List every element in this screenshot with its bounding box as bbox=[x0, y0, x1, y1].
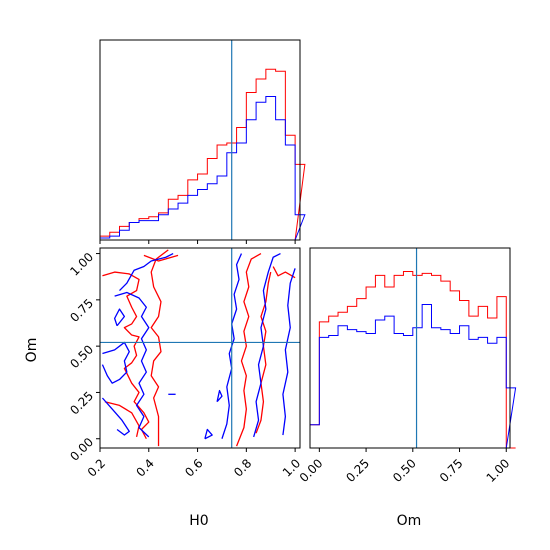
om-frame bbox=[309, 247, 511, 449]
om-y-axis-label: Om bbox=[24, 338, 40, 363]
contour-blue bbox=[253, 252, 281, 438]
joint-ytick-label: 0.25 bbox=[67, 389, 96, 418]
om-xtick-label: 0.00 bbox=[297, 456, 326, 485]
contour-red bbox=[272, 266, 296, 279]
om-axis-label: Om bbox=[397, 513, 422, 529]
contour-blue bbox=[282, 268, 296, 436]
joint-xtick-label: 0.6 bbox=[182, 456, 205, 479]
contour-red bbox=[150, 249, 169, 447]
om-hist-red bbox=[309, 270, 516, 449]
contour-blue bbox=[119, 252, 174, 292]
contour-blue bbox=[204, 428, 213, 440]
contour-blue bbox=[114, 291, 150, 438]
contour-red bbox=[255, 271, 272, 434]
joint-ytick-label: 0.00 bbox=[67, 435, 96, 464]
h0-axis-label: H0 bbox=[189, 513, 208, 529]
h0-frame bbox=[99, 39, 301, 241]
contour-red bbox=[143, 254, 179, 262]
joint-xtick-label: 0.2 bbox=[85, 456, 108, 479]
om-xtick-label: 0.75 bbox=[437, 456, 466, 485]
h0-hist-blue bbox=[99, 95, 306, 241]
contour-group bbox=[101, 249, 296, 447]
om-xtick-label: 0.25 bbox=[343, 456, 372, 485]
contour-blue bbox=[101, 397, 130, 436]
joint-xtick-label: 0.8 bbox=[231, 456, 254, 479]
contour-blue bbox=[113, 308, 126, 327]
om-hist-blue bbox=[309, 303, 517, 449]
contour-blue bbox=[216, 389, 223, 403]
om-xtick-label: 0.50 bbox=[390, 456, 419, 485]
contour-red bbox=[235, 252, 262, 447]
contour-blue bbox=[101, 341, 130, 384]
h0-om-contour-panel: 0.2 0.4 0.6 0.8 1.00.000.250.500.751.00 bbox=[67, 247, 303, 480]
joint-frame bbox=[99, 247, 301, 449]
joint-xtick-label: 0.4 bbox=[134, 456, 157, 479]
h0-histogram-panel bbox=[99, 39, 306, 244]
om-histogram-panel: 0.00 0.25 0.50 0.75 1.00 bbox=[297, 247, 517, 485]
contour-blue bbox=[221, 253, 243, 439]
contour-red bbox=[104, 401, 140, 438]
contour-red bbox=[102, 271, 150, 440]
h0-hist-red bbox=[99, 68, 306, 241]
joint-ytick-label: 1.00 bbox=[67, 250, 96, 279]
joint-ytick-label: 0.50 bbox=[67, 342, 96, 371]
joint-ytick-label: 0.75 bbox=[67, 296, 96, 325]
om-xtick-label: 1.00 bbox=[484, 456, 513, 485]
